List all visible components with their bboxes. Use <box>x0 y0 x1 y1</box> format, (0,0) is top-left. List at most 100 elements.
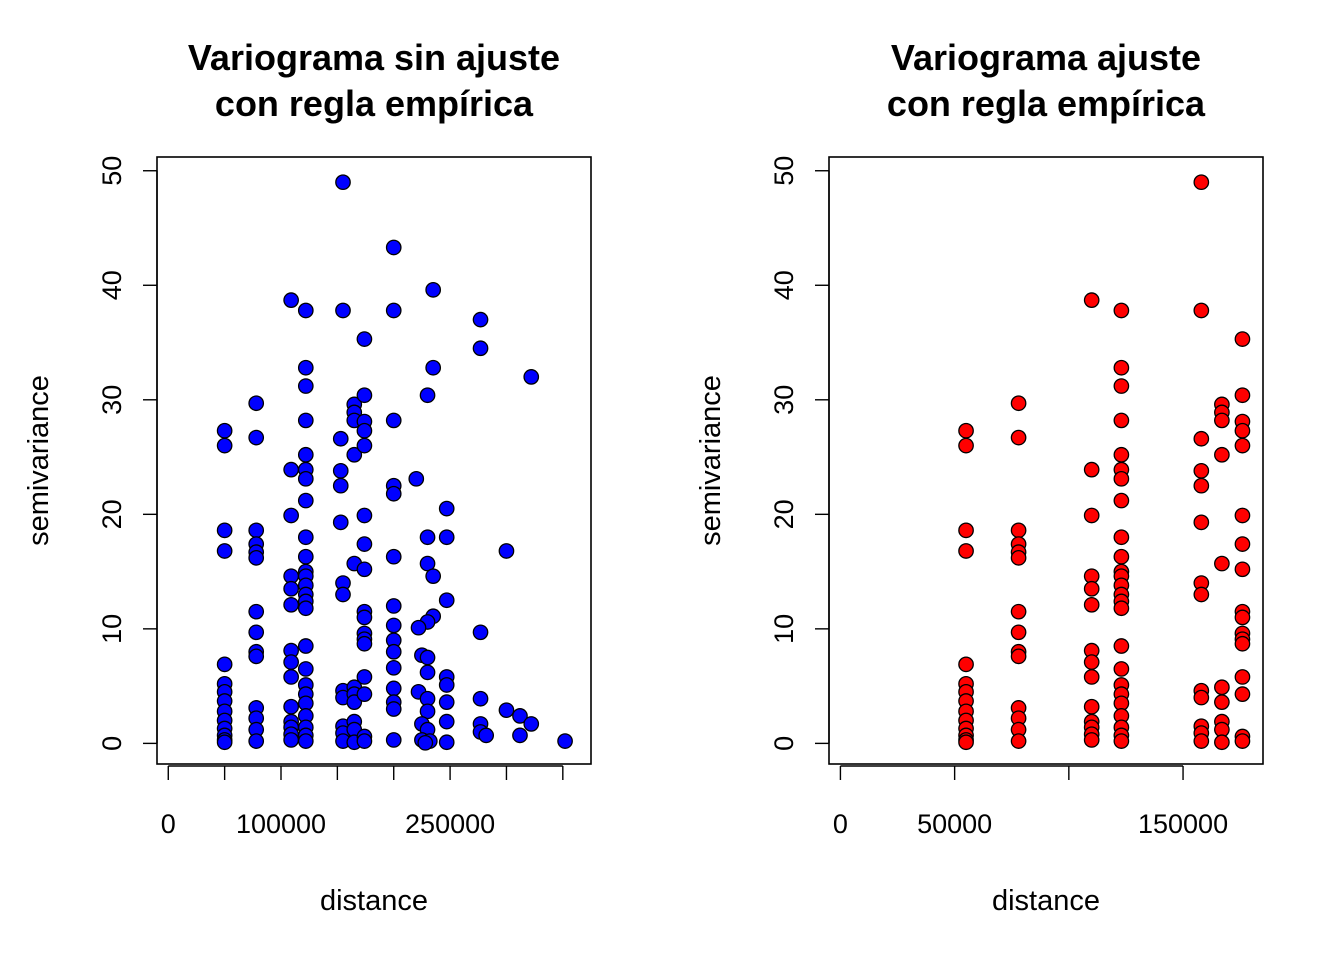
data-point <box>410 619 427 636</box>
data-point <box>419 649 436 666</box>
plot-frame <box>828 156 1264 765</box>
data-point <box>1214 412 1230 429</box>
data-point <box>385 680 402 697</box>
data-point <box>425 282 442 298</box>
data-point <box>385 302 402 319</box>
data-point <box>478 727 495 744</box>
data-point <box>356 561 373 578</box>
data-point <box>385 598 402 614</box>
y-tick-label: 30 <box>769 385 799 415</box>
data-point <box>1214 446 1230 463</box>
data-point <box>523 369 540 385</box>
data-point <box>1010 522 1027 539</box>
data-point <box>438 677 455 693</box>
chart-title-line: Variograma ajuste <box>891 37 1201 78</box>
data-point <box>958 437 974 454</box>
data-point <box>1113 359 1130 376</box>
data-point <box>216 522 233 539</box>
data-point <box>297 529 314 546</box>
data-point <box>297 446 314 463</box>
data-point <box>1234 507 1251 524</box>
data-point <box>297 359 314 376</box>
data-point <box>557 733 573 749</box>
data-point <box>216 734 233 751</box>
y-tick-label: 10 <box>97 614 127 644</box>
data-point <box>1234 686 1251 702</box>
data-point <box>419 529 436 546</box>
data-point <box>1083 292 1100 309</box>
data-point <box>1234 422 1251 439</box>
data-point <box>1193 430 1210 447</box>
data-point <box>438 500 455 517</box>
x-tick-label: 250000 <box>405 809 495 839</box>
data-point <box>248 624 265 641</box>
data-point <box>216 437 233 454</box>
data-point <box>523 716 540 732</box>
data-point <box>438 734 455 751</box>
data-point <box>1113 446 1130 463</box>
data-point <box>958 422 974 439</box>
data-point <box>297 548 314 565</box>
data-point <box>297 378 314 394</box>
left-variogram-panel: Variograma sin ajuste con regla empírica 0… <box>23 37 592 917</box>
data-point <box>419 387 436 404</box>
data-point <box>438 713 455 730</box>
data-point <box>356 609 373 626</box>
data-point <box>1234 387 1251 404</box>
data-point <box>248 603 265 620</box>
data-point <box>216 543 233 559</box>
data-point <box>248 522 265 539</box>
data-point <box>419 664 436 681</box>
data-point <box>1113 492 1130 509</box>
data-point <box>512 727 528 744</box>
data-point <box>1193 514 1210 531</box>
plot-frame <box>156 156 592 765</box>
data-point <box>283 596 299 613</box>
y-tick-label: 20 <box>769 499 799 529</box>
data-point <box>1234 536 1251 552</box>
data-point <box>1113 638 1130 654</box>
data-point <box>385 701 402 717</box>
data-point <box>1113 302 1130 319</box>
data-point <box>356 536 373 552</box>
data-point <box>356 733 373 749</box>
data-point <box>1010 648 1027 665</box>
data-point <box>498 702 515 719</box>
chart-title-line: con regla empírica <box>215 83 534 124</box>
data-point <box>283 732 299 748</box>
data-point <box>425 568 442 585</box>
data-point <box>1214 694 1230 711</box>
data-point <box>1234 635 1251 652</box>
data-point <box>356 669 373 685</box>
data-point <box>1010 549 1027 566</box>
data-point <box>1083 669 1100 685</box>
data-point <box>408 470 425 487</box>
data-point <box>1214 734 1230 751</box>
data-point <box>283 292 299 309</box>
data-point <box>283 580 299 597</box>
data-point <box>472 690 489 707</box>
data-point <box>1010 624 1027 641</box>
y-tick-label: 0 <box>769 736 799 751</box>
data-point <box>498 543 515 559</box>
data-point <box>472 624 489 641</box>
data-point <box>1083 654 1100 670</box>
data-point <box>438 694 455 711</box>
data-point <box>1193 586 1210 603</box>
data-point <box>1113 529 1130 546</box>
data-point <box>283 461 299 478</box>
data-point <box>1234 437 1251 454</box>
data-point <box>1193 462 1210 479</box>
data-point <box>1193 477 1210 494</box>
data-point <box>958 543 974 559</box>
data-point <box>1193 689 1210 706</box>
data-point <box>335 174 351 191</box>
data-point <box>1083 732 1100 748</box>
data-point <box>472 340 489 357</box>
data-point <box>356 437 373 454</box>
data-point <box>1083 507 1100 524</box>
data-point <box>356 686 373 702</box>
data-point <box>417 734 434 751</box>
x-tick-label: 50000 <box>917 809 992 839</box>
